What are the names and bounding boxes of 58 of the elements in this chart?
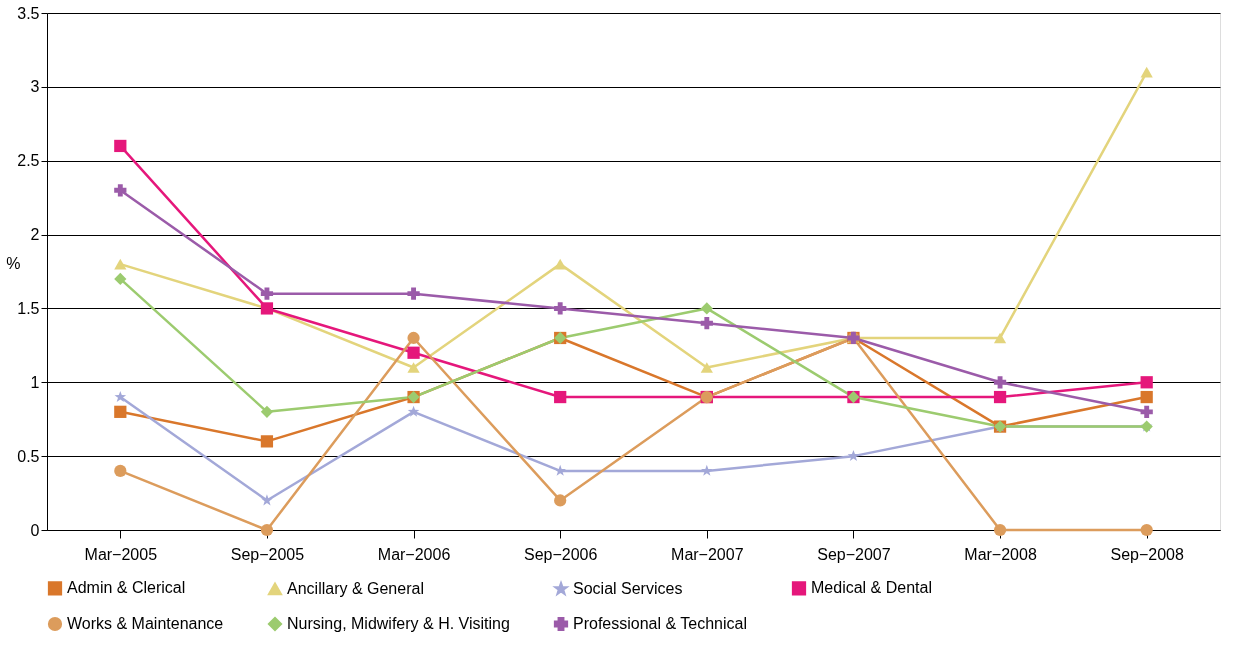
legend-label: Works & Maintenance [67,615,224,632]
point [114,405,127,418]
point [700,464,713,476]
point [260,435,274,448]
legend-label: Admin & Clerical [67,579,186,597]
point [554,302,567,315]
point [407,287,420,300]
legend-label: Professional & Technical [573,615,748,632]
point [1140,405,1153,418]
point [1140,66,1153,78]
legend-label: Ancillary & General [287,579,424,597]
x-tick-label: Sep−2006 [523,545,598,563]
point [407,346,420,359]
point [554,390,567,404]
legend-label: Social Services [573,580,683,598]
y-tick-label: 2 [30,226,40,244]
y-tick-label: 1 [30,373,40,391]
x-tick-label: Sep−2007 [817,545,891,563]
point [407,331,420,345]
point [114,390,127,403]
point [1140,376,1153,389]
point [407,362,420,373]
y-tick-label: 1.5 [17,299,40,317]
point [114,272,127,286]
y-tick-label: 0 [30,521,40,539]
point [407,405,420,417]
point [554,494,567,507]
point [260,405,274,418]
x-tick-label: Mar−2008 [964,545,1037,563]
y-tick-label: 2.5 [17,152,40,170]
point [700,362,713,373]
point [114,139,127,153]
point [260,523,274,537]
point [1140,390,1153,404]
point [993,390,1007,404]
legend-label: Nursing, Midwifery & H. Visiting [287,615,510,632]
point [261,494,273,506]
x-tick-label: Mar−2005 [84,545,158,563]
point [114,184,127,197]
point [554,258,567,270]
point [700,317,713,330]
point [993,376,1007,389]
x-tick-label: Mar−2006 [377,545,451,563]
point [700,302,713,315]
y-axis-title: % [6,255,21,272]
x-tick-label: Sep−2005 [230,545,305,563]
point [993,523,1007,537]
point [114,464,127,478]
x-tick-label: Sep−2008 [1110,545,1184,563]
point [993,332,1007,344]
point [114,258,127,270]
legend-label: Medical & Dental [811,579,932,597]
x-tick-label: Mar−2007 [671,545,744,563]
y-tick-label: 3 [30,78,40,96]
point [1140,523,1153,537]
y-tick-label: 0.5 [17,447,40,465]
y-tick-label: 3.5 [17,4,40,22]
point [260,287,274,300]
